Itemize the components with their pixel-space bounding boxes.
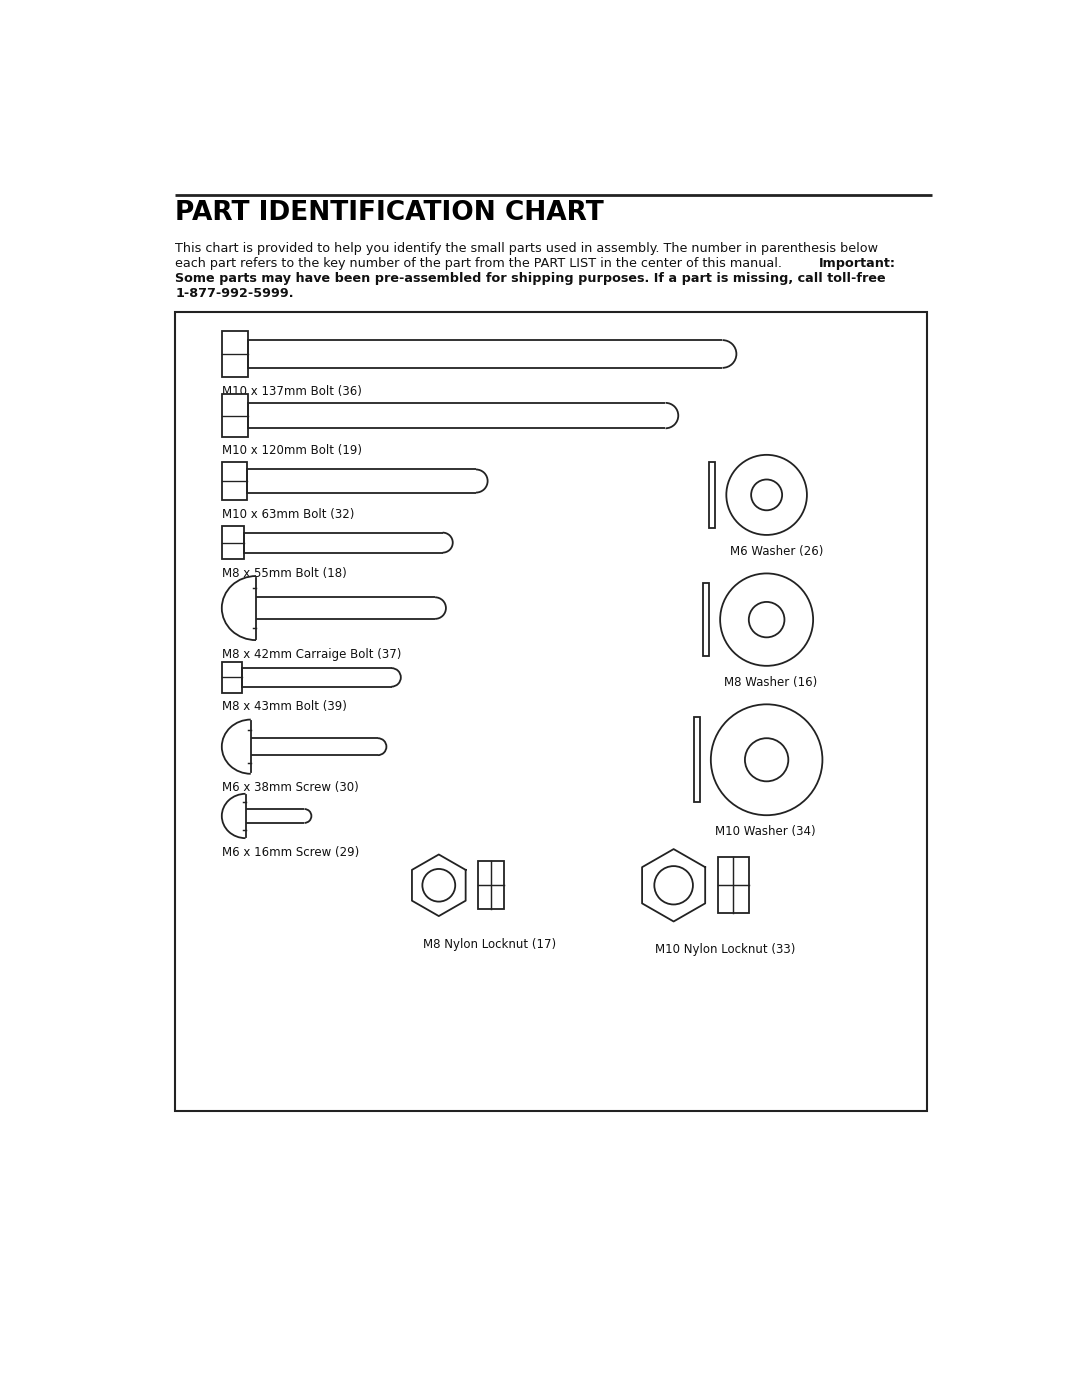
Text: M8 Washer (16): M8 Washer (16) [724, 676, 818, 689]
Circle shape [422, 869, 456, 901]
Text: Important:: Important: [819, 257, 895, 271]
Text: M10 Washer (34): M10 Washer (34) [715, 826, 815, 838]
Bar [718, 858, 748, 914]
Text: M10 x 63mm Bolt (32): M10 x 63mm Bolt (32) [221, 509, 354, 521]
Bar [221, 331, 248, 377]
Circle shape [727, 455, 807, 535]
Circle shape [711, 704, 823, 816]
Polygon shape [643, 849, 705, 922]
Text: This chart is provided to help you identify the small parts used in assembly. Th: This chart is provided to help you ident… [175, 242, 878, 256]
Circle shape [748, 602, 784, 637]
Text: 1-877-992-5999.: 1-877-992-5999. [175, 288, 294, 300]
Bar [477, 862, 504, 909]
Bar [693, 718, 700, 802]
Text: M8 x 43mm Bolt (39): M8 x 43mm Bolt (39) [221, 700, 347, 714]
Text: M6 x 16mm Screw (29): M6 x 16mm Screw (29) [221, 845, 359, 859]
Text: Some parts may have been pre-assembled for shipping purposes. If a part is missi: Some parts may have been pre-assembled f… [175, 272, 886, 285]
Text: M6 Washer (26): M6 Washer (26) [730, 545, 824, 557]
Bar [221, 662, 242, 693]
Polygon shape [411, 855, 465, 916]
Text: M8 Nylon Locknut (17): M8 Nylon Locknut (17) [423, 937, 556, 950]
Text: M6 x 38mm Screw (30): M6 x 38mm Screw (30) [221, 781, 359, 795]
Bar [703, 583, 708, 657]
Text: PART IDENTIFICATION CHART: PART IDENTIFICATION CHART [175, 200, 604, 226]
Bar [221, 462, 247, 500]
Bar [710, 462, 715, 528]
Text: each part refers to the key number of the part from the PART LIST in the center : each part refers to the key number of th… [175, 257, 786, 271]
Circle shape [751, 479, 782, 510]
Text: M8 x 55mm Bolt (18): M8 x 55mm Bolt (18) [221, 567, 347, 580]
Bar [221, 527, 243, 559]
Text: M10 x 137mm Bolt (36): M10 x 137mm Bolt (36) [221, 384, 362, 398]
Bar [221, 394, 248, 437]
Circle shape [720, 573, 813, 666]
Text: M10 x 120mm Bolt (19): M10 x 120mm Bolt (19) [221, 444, 362, 457]
Circle shape [745, 738, 788, 781]
Text: M8 x 42mm Carraige Bolt (37): M8 x 42mm Carraige Bolt (37) [221, 648, 401, 661]
Bar [175, 312, 927, 1111]
Text: M10 Nylon Locknut (33): M10 Nylon Locknut (33) [656, 943, 796, 956]
Circle shape [654, 866, 693, 904]
